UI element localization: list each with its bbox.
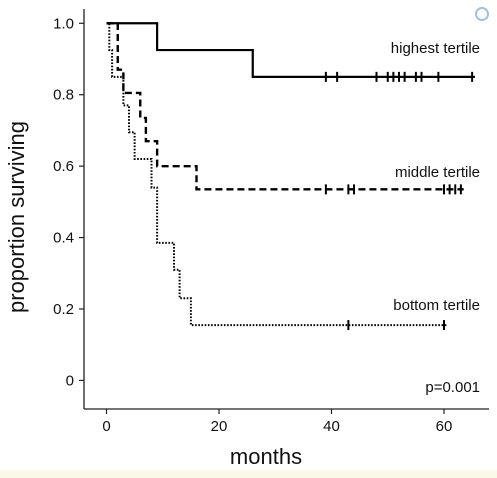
x-tick-label: 20 [211,418,228,435]
survival-curve-bottom [106,22,447,327]
x-tick-label: 40 [323,418,340,435]
x-tick-label: 0 [102,418,110,435]
y-tick-label: 0.8 [53,87,74,104]
p-value-annotation: p=0.001 [425,379,480,396]
x-axis-title: months [230,444,302,469]
y-tick-label: 0.4 [53,230,74,247]
y-tick-label: 0.2 [53,301,74,318]
axes: 0 20 40 60 0 0.2 0.4 0.6 0.8 1.0 [53,9,489,435]
survival-curve-highest [106,22,475,78]
y-tick-label: 0.6 [53,158,74,175]
series-label-highest: highest tertile [391,40,480,57]
labels: proportion surviving months p=0.001 high… [4,40,480,469]
y-axis-title: proportion surviving [4,121,29,313]
circle-icon [475,7,489,21]
series-lines [106,22,475,331]
y-tick-label: 0 [66,372,74,389]
series-label-bottom: bottom tertile [393,297,480,314]
series-label-middle: middle tertile [395,164,480,181]
x-tick-label: 60 [436,418,453,435]
y-tick-label: 1.0 [53,15,74,32]
survival-curve-middle [106,22,464,191]
bottom-strip [0,470,497,478]
